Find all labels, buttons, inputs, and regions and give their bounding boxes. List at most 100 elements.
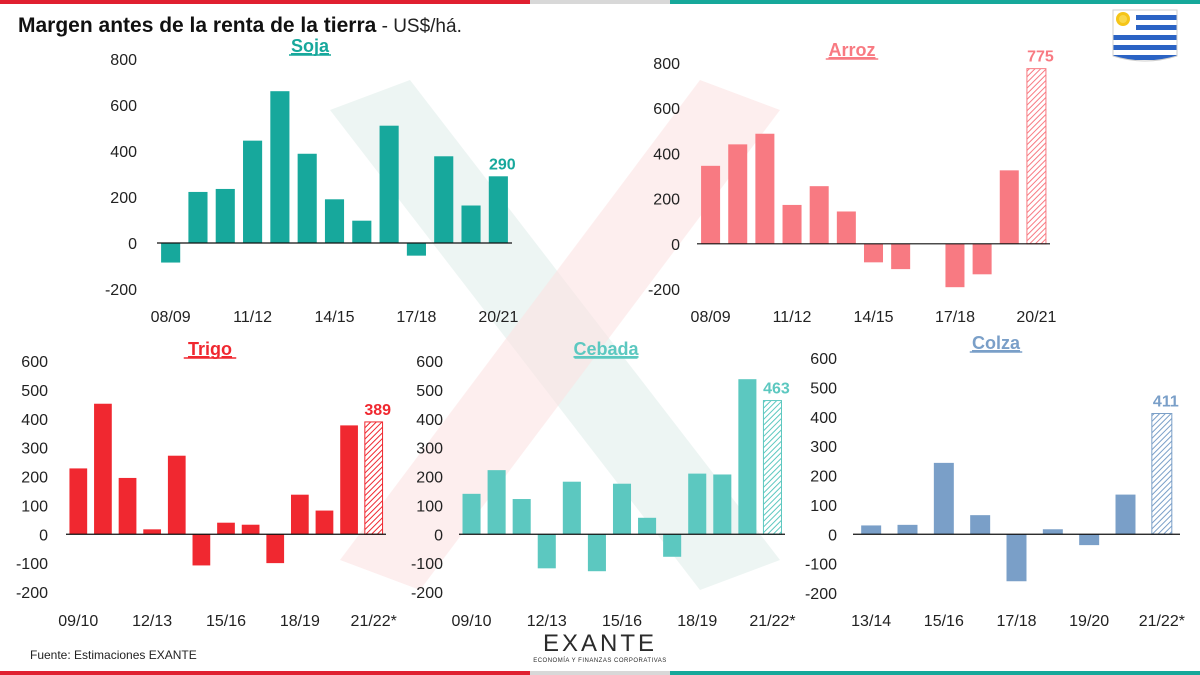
page-title-text: Margen antes de la renta de la tierra xyxy=(18,14,377,37)
y-tick-label: 0 xyxy=(828,527,837,544)
data-label-soja: 290 xyxy=(489,156,516,173)
x-tick-label: 18/19 xyxy=(677,613,717,630)
x-tick-label: 19/20 xyxy=(1069,613,1109,630)
x-tick-label: 21/22* xyxy=(351,613,397,630)
bottom-accent-bar-teal xyxy=(670,671,1200,675)
bar-cebada-1819 xyxy=(688,473,707,535)
x-tick-label: 21/22* xyxy=(1139,613,1185,630)
bar-soja-1617 xyxy=(379,125,399,243)
bar-arroz-1718 xyxy=(945,243,965,288)
x-tick-label: 14/15 xyxy=(314,309,354,326)
source-note: Fuente: Estimaciones EXANTE xyxy=(30,648,197,662)
bar-trigo-1011 xyxy=(94,403,112,535)
bar-cebada-1112 xyxy=(512,499,531,535)
chart-title-arroz: Arroz xyxy=(828,40,875,60)
y-tick-label: 500 xyxy=(416,383,443,400)
bar-arroz-0809 xyxy=(701,165,721,244)
bar-soja-1516 xyxy=(352,220,372,243)
y-tick-label: 100 xyxy=(21,498,48,515)
bottom-accent-bar-gray xyxy=(530,671,670,675)
y-tick-label: 300 xyxy=(810,439,837,456)
bar-cebada-1415 xyxy=(587,534,606,572)
y-tick-label: 400 xyxy=(110,144,137,161)
y-tick-label: -200 xyxy=(105,282,137,299)
x-tick-label: 20/21 xyxy=(478,309,518,326)
y-tick-label: 100 xyxy=(416,498,443,515)
uruguay-flag-icon xyxy=(1112,9,1178,62)
y-tick-label: 200 xyxy=(21,470,48,487)
x-tick-label: 15/16 xyxy=(206,613,246,630)
y-tick-label: 0 xyxy=(128,236,137,253)
x-tick-label: 09/10 xyxy=(452,613,492,630)
bar-arroz-1112 xyxy=(782,204,802,244)
bar-colza-1920 xyxy=(1079,534,1100,546)
exante-logo-tagline: ECONOMÍA Y FINANZAS CORPORATIVAS xyxy=(533,658,667,664)
y-tick-label: 800 xyxy=(653,56,680,73)
y-tick-label: -200 xyxy=(648,282,680,299)
y-tick-label: 200 xyxy=(810,469,837,486)
bar-trigo-1213 xyxy=(143,529,162,535)
y-tick-label: 200 xyxy=(110,190,137,207)
data-label-trigo: 389 xyxy=(364,402,391,419)
bar-arroz-1011 xyxy=(755,133,775,244)
bar-trigo-1112 xyxy=(118,477,137,535)
bar-soja-1112 xyxy=(243,140,263,243)
bar-cebada-1920 xyxy=(713,474,732,535)
chart-colza: Colza 600 500 400 300 200 100 0 -100 -200 13/14 15/… xyxy=(805,333,1185,630)
bar-cebada-1314 xyxy=(562,481,581,535)
y-tick-label: -100 xyxy=(411,556,443,573)
top-accent-bar-gray xyxy=(530,0,670,4)
bar-cebada-1718 xyxy=(663,534,682,557)
bar-arroz-2021 xyxy=(1026,68,1047,245)
y-tick-label: 400 xyxy=(416,412,443,429)
y-tick-label: 500 xyxy=(810,380,837,397)
bar-cebada-1011 xyxy=(487,470,506,535)
x-tick-label: 14/15 xyxy=(853,309,893,326)
top-accent-bar-red xyxy=(0,0,530,4)
bar-colza-1617 xyxy=(970,515,991,535)
bar-soja-2021 xyxy=(488,176,508,243)
chart-title-trigo: Trigo xyxy=(188,339,232,359)
x-tick-label: 13/14 xyxy=(851,613,891,630)
y-tick-label: 500 xyxy=(21,383,48,400)
bar-trigo-1314 xyxy=(167,455,186,535)
y-tick-label: -200 xyxy=(411,585,443,602)
y-tick-label: -200 xyxy=(16,585,48,602)
y-tick-label: 300 xyxy=(21,441,48,458)
data-label-cebada: 463 xyxy=(763,381,790,398)
chart-cebada: Cebada 600 500 400 300 200 100 0 -100 -200 09/10 12… xyxy=(411,339,796,630)
bar-colza-1819 xyxy=(1042,529,1063,535)
bar-trigo-1718 xyxy=(266,534,285,564)
bar-cebada-1516 xyxy=(612,483,632,535)
bar-arroz-1516 xyxy=(891,243,911,270)
x-tick-label: 12/13 xyxy=(527,613,567,630)
bar-soja-1920 xyxy=(461,205,481,243)
bar-trigo-1819 xyxy=(290,494,309,535)
x-tick-label: 15/16 xyxy=(602,613,642,630)
y-tick-label: 400 xyxy=(810,410,837,427)
data-label-colza: 411 xyxy=(1153,394,1179,411)
bar-trigo-1617 xyxy=(241,524,260,535)
bar-soja-1314 xyxy=(297,153,317,243)
y-tick-label: 0 xyxy=(434,527,443,544)
page-title-unit: - US$/há. xyxy=(376,16,462,37)
chart-title-cebada: Cebada xyxy=(573,339,639,359)
bar-colza-2122 xyxy=(1151,413,1173,535)
y-tick-label: 0 xyxy=(671,237,680,254)
x-tick-label: 11/12 xyxy=(773,309,812,326)
bar-soja-1415 xyxy=(324,199,345,243)
bar-trigo-2122 xyxy=(364,421,384,535)
x-tick-label: 17/18 xyxy=(935,309,975,326)
x-tick-label: 21/22* xyxy=(749,613,795,630)
chart-trigo: Trigo 600 500 400 300 200 100 0 -100 -200 09/10 12/… xyxy=(16,339,397,630)
bottom-accent-bar-red xyxy=(0,671,530,675)
bar-colza-1415 xyxy=(897,524,918,535)
x-tick-label: 08/09 xyxy=(691,309,731,326)
bar-colza-1718 xyxy=(1006,534,1027,582)
y-tick-label: -100 xyxy=(16,556,48,573)
bar-trigo-0910 xyxy=(69,468,88,535)
bar-arroz-1314 xyxy=(836,211,856,244)
y-tick-label: 600 xyxy=(110,98,137,115)
bar-trigo-1920 xyxy=(315,510,334,535)
